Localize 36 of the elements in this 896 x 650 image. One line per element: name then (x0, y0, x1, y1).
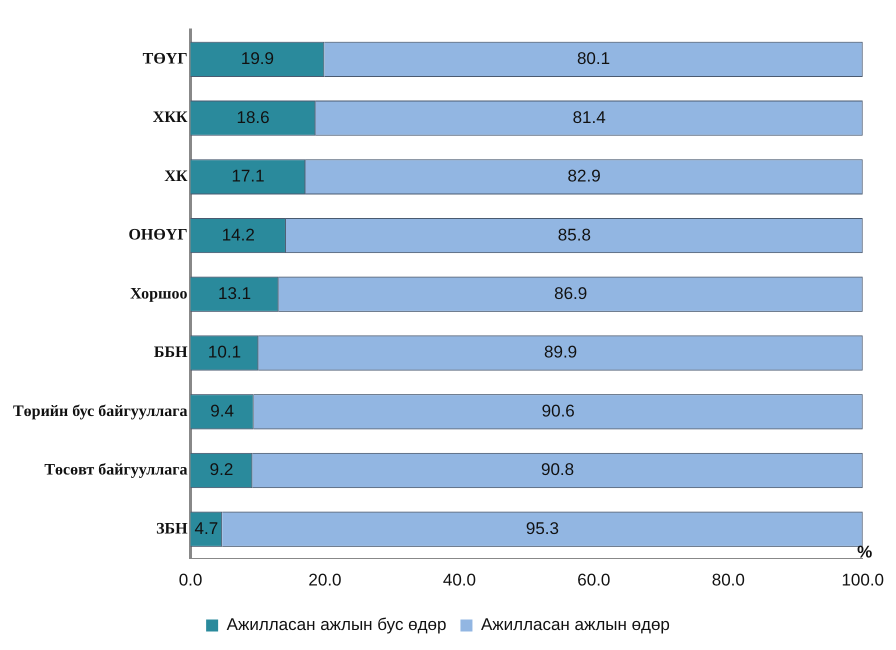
data-label: 10.1 (208, 342, 242, 362)
y-tick-label: Төсөвт байгууллага (44, 462, 188, 479)
x-axis-title: % (857, 542, 872, 562)
y-tick-label: Төрийн бус байгууллага (13, 402, 188, 420)
x-tick-label: 80.0 (712, 570, 745, 590)
y-tick-label: ББН (154, 344, 188, 362)
data-label: 17.1 (231, 166, 265, 186)
legend-label: Ажилласан ажлын өдөр (480, 615, 670, 634)
x-tick-label: 60.0 (577, 570, 610, 590)
data-label: 90.8 (541, 460, 574, 480)
data-label: 82.9 (568, 166, 601, 186)
data-label: 14.2 (222, 225, 255, 244)
data-label: 9.2 (210, 460, 234, 480)
y-tick-label: Хоршоо (130, 285, 188, 302)
data-label: 4.7 (194, 518, 218, 538)
data-label: 80.1 (576, 49, 610, 68)
y-tick-label: ХК (164, 168, 188, 185)
y-tick-label: ЗБН (156, 520, 188, 538)
data-label: 81.4 (572, 108, 606, 127)
y-tick-label: ХКК (152, 109, 188, 126)
x-tick-label: 20.0 (308, 570, 342, 590)
legend-label: Ажилласан ажлын бус өдөр (226, 615, 446, 634)
data-label: 9.4 (210, 401, 234, 420)
y-tick-label: ОНӨҮГ (128, 226, 188, 244)
data-label: 18.6 (236, 108, 270, 127)
data-label: 19.9 (240, 49, 274, 68)
x-tick-label: 40.0 (442, 570, 476, 590)
data-label: 85.8 (558, 225, 591, 244)
data-label: 95.3 (526, 518, 559, 538)
data-label: 89.9 (544, 342, 578, 362)
data-label: 86.9 (554, 284, 588, 303)
data-label: 13.1 (218, 284, 252, 303)
data-label: 90.6 (542, 401, 575, 420)
y-tick-label: ТӨҮГ (142, 50, 188, 68)
x-tick-label: 0.0 (178, 570, 202, 590)
x-tick-label: 100.0 (841, 570, 884, 590)
